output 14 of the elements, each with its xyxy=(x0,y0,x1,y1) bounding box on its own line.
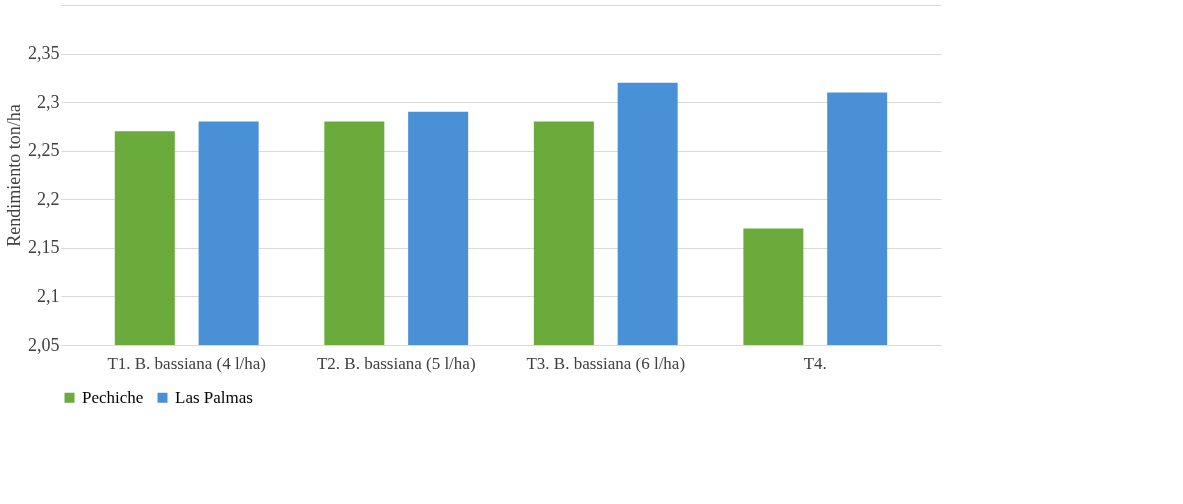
x-tick-label: T4. xyxy=(803,353,827,373)
y-tick-label: 2,15 xyxy=(28,237,60,258)
y-axis-title: Rendimiento ton/ha xyxy=(4,104,24,247)
y-tick-label: 2,35 xyxy=(28,43,60,64)
x-tick-label: T1. B. bassiana (4 l/ha) xyxy=(107,353,267,373)
y-tick-label: 2,1 xyxy=(37,285,60,306)
x-tick-label: T3. B. bassiana (6 l/ha) xyxy=(526,353,686,373)
x-tick-label: T2. B. bassiana (5 l/ha) xyxy=(316,353,476,373)
legend-label: Pechiche xyxy=(82,387,144,407)
legend-label: Las Palmas xyxy=(175,387,253,407)
y-tick-label: 2,05 xyxy=(28,334,60,355)
y-tick-label: 2,25 xyxy=(28,140,60,161)
y-tick-label: 2,2 xyxy=(37,188,60,209)
y-tick-label: 2,3 xyxy=(37,91,60,112)
